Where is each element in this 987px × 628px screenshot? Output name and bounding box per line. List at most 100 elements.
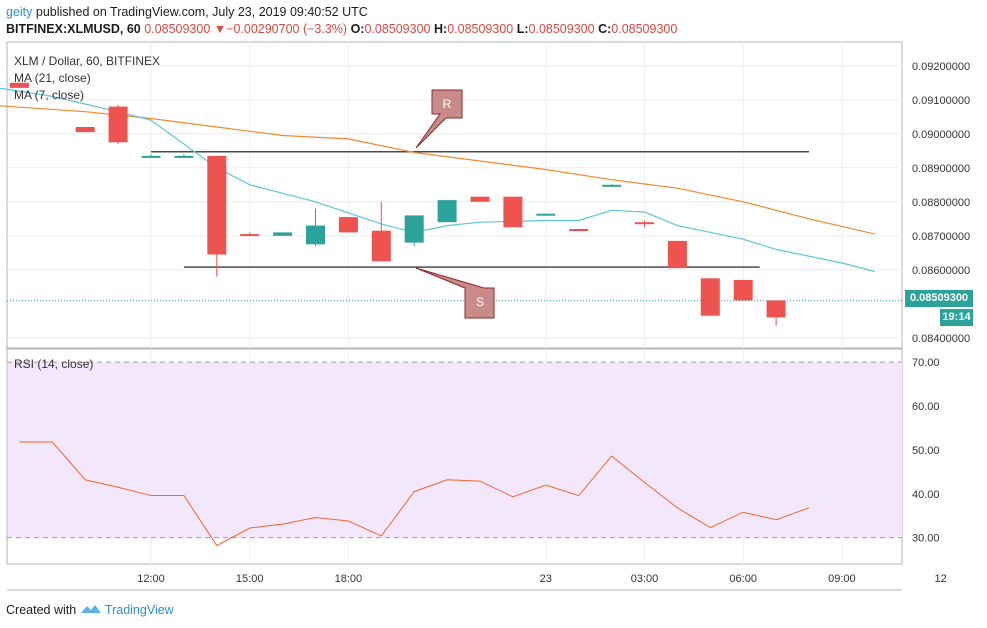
candle-body [569,229,589,231]
support-resistance-lines [151,151,809,268]
price-tick-label: 0.09200000 [912,61,970,73]
chart-title: XLM / Dollar, 60, BITFINEX [14,54,161,68]
candle [9,82,29,88]
candle [700,278,720,316]
candle-body [404,215,424,243]
ma7-legend[interactable]: MA (7, close) [14,88,85,102]
support-callout: S [415,267,495,319]
candle-body [338,217,358,233]
support-callout-label: S [476,295,484,309]
candle [733,280,753,301]
resistance-callout: R [415,89,463,149]
candle [338,217,358,233]
tradingview-brand[interactable]: TradingView [104,603,174,617]
time-tick-label: 15:00 [236,573,264,585]
time-tick-label: 03:00 [631,573,659,585]
symbol-ohlc-line: BITFINEX:XLMUSD, 60 0.08509300 ▼−0.00290… [6,22,677,36]
rsi-tick-label: 70.00 [912,357,940,369]
candle-body [503,196,523,228]
last-price: 0.08509300 [144,22,211,36]
publish-info: geity published on TradingView.com, July… [6,5,368,19]
price-tick-label: 0.09100000 [912,95,970,107]
candle-body [240,234,260,237]
candle-body [141,155,161,158]
candle-body [174,155,194,158]
candle [371,201,391,262]
resistance-callout-label: R [443,97,452,111]
candle-body [437,200,457,223]
candle [141,154,161,158]
symbol-label: BITFINEX:XLMUSD, 60 [6,22,141,36]
candle [437,200,457,223]
candle-body [108,106,128,143]
candle-body [207,155,227,255]
price-axis-labels: 0.09200000 0.09100000 0.09000000 0.08900000… [912,61,970,345]
close-value: 0.08509300 [611,22,678,36]
candle [240,232,260,237]
author-name[interactable]: geity [6,5,33,19]
candle [108,104,128,144]
time-tick-label: 23 [540,573,552,585]
candle [174,154,194,158]
footer: Created with TradingView [6,603,174,617]
candle-body [667,240,687,269]
candle [536,213,556,216]
last-price-badge: 0.08509300 [905,290,973,307]
candle [766,300,786,326]
rsi-tick-label: 40.00 [912,489,940,501]
price-tick-label: 0.08700000 [912,231,970,243]
candle-body [306,225,325,245]
candle [667,240,687,269]
candle [503,196,523,228]
rsi-band [8,362,902,538]
candle [635,220,654,228]
ma7-line [0,87,875,273]
open-value: 0.08509300 [364,22,431,36]
candle [404,215,424,246]
candle-body [733,280,753,301]
time-tick-label: 12 [934,573,946,585]
rsi-tick-label: 30.00 [912,533,940,545]
candle [273,232,293,236]
time-tick-label: 12:00 [137,573,165,585]
price-tick-label: 0.08400000 [912,333,970,345]
candle [470,196,490,202]
candle [602,183,622,187]
candle-body [470,196,490,202]
candle-body [766,300,786,318]
candle [306,208,325,246]
candle [207,155,227,277]
high-label: H: [433,22,448,36]
ma21-legend[interactable]: MA (21, close) [14,71,91,85]
time-tick-label: 18:00 [335,573,363,585]
low-label: L: [516,22,529,36]
ma21-line [0,105,875,235]
open-label: O: [350,22,365,36]
high-value: 0.08509300 [447,22,514,36]
rsi-tick-label: 50.00 [912,445,940,457]
candle-body [602,184,622,187]
rsi-axis-labels: 70.00 60.00 50.00 40.00 30.00 [912,357,940,545]
candle [569,229,589,231]
price-tick-label: 0.08900000 [912,163,970,175]
time-tick-label: 09:00 [828,573,856,585]
rsi-tick-label: 60.00 [912,401,940,413]
candles [9,82,786,326]
rsi-legend[interactable]: RSI (14, close) [14,357,94,371]
rsi-line [19,441,810,547]
price-change: −0.00290700 (−3.3%) [226,22,348,36]
candle-body [635,222,654,225]
price-pane-frame [6,41,903,349]
low-value: 0.08509300 [528,22,595,36]
moving-averages [0,87,875,273]
published-text: published on TradingView.com, July 23, 2… [32,5,368,19]
down-arrow-icon: ▼ [213,22,227,36]
created-with-label: Created with [6,603,77,617]
price-tick-label: 0.08800000 [912,197,970,209]
price-tick-label: 0.08600000 [912,265,970,277]
candle-body [9,82,29,88]
candle [75,127,95,133]
bar-countdown-badge: 19:14 [940,309,973,326]
candle-body [700,278,720,316]
